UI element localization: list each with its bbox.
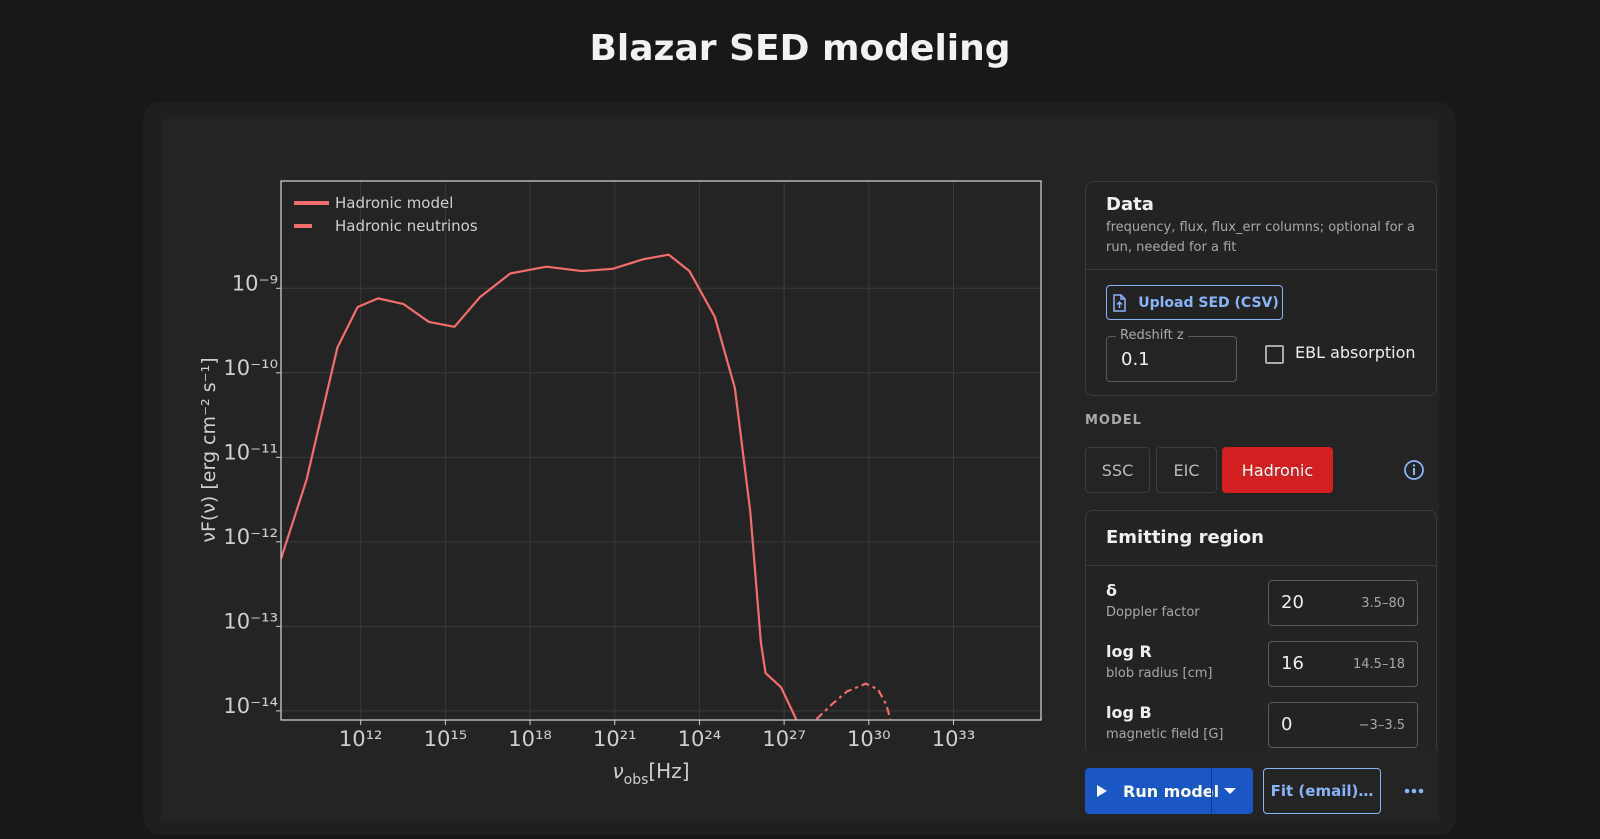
y-axis-label: νF(ν) [erg cm⁻² s⁻¹] [198,357,220,542]
y-tick-label: 10⁻¹³ [223,609,278,633]
upload-label: Upload SED (CSV) [1138,294,1279,311]
x-tick-label: 10¹⁵ [424,727,468,751]
y-tick-label: 10⁻¹¹ [223,440,278,464]
legend-label: Hadronic model [335,194,453,212]
param-description: magnetic field [G] [1106,727,1224,742]
x-tick-label: 10³⁰ [847,727,891,751]
param-range: −3–3.5 [1358,718,1405,733]
data-description: frequency, flux, flux_err columns; optio… [1106,220,1415,255]
upload-button[interactable]: Upload SED (CSV) [1106,285,1283,320]
param-value: 16 [1281,653,1304,674]
x-tick-label: 10²¹ [593,727,637,751]
param-description: blob radius [cm] [1106,666,1213,681]
x-tick-label: 10¹⁸ [508,727,552,751]
series-line [815,682,892,720]
model-tab[interactable]: EIC [1156,447,1217,493]
x-axis-label: νobs[Hz] [612,759,689,788]
param-symbol: log R [1106,642,1152,661]
param-input[interactable]: 0 −3–3.5 [1268,702,1418,748]
y-tick-label: 10⁻⁹ [232,271,278,295]
dropdown-icon[interactable] [1223,786,1237,796]
ebl-label: EBL absorption [1295,343,1416,362]
param-range: 3.5–80 [1361,596,1405,611]
param-description: Doppler factor [1106,605,1200,620]
x-tick-label: 10²⁴ [678,727,722,751]
divider [1211,768,1212,814]
legend-label: Hadronic neutrinos [335,217,478,235]
param-input[interactable]: 16 14.5–18 [1268,641,1418,687]
more-icon[interactable] [1403,783,1425,799]
param-input[interactable]: 20 3.5–80 [1268,580,1418,626]
y-tick-label: 10⁻¹² [223,525,278,549]
ebl-checkbox[interactable] [1265,345,1284,364]
model-label: MODEL [1085,413,1142,428]
plot-area [281,181,1041,720]
page-title: Blazar SED modeling [589,28,1011,69]
y-tick-label: 10⁻¹⁴ [223,694,278,718]
fit-button[interactable]: Fit (email)… [1263,768,1381,814]
data-title: Data [1106,194,1154,215]
divider [1086,565,1436,566]
param-value: 0 [1281,714,1293,735]
param-symbol: δ [1106,581,1117,600]
param-symbol: log B [1106,703,1152,722]
emitting-region-card: Emitting region δ Doppler factor 20 3.5–80 l… [1085,510,1437,750]
divider [1086,269,1436,270]
info-icon[interactable] [1403,459,1425,481]
run-label: Run model [1123,781,1220,801]
x-tick-label: 10³³ [932,727,976,751]
plot-frame [280,180,1042,721]
series-line [281,253,798,720]
redshift-label: Redshift z [1116,328,1188,343]
data-card: Data frequency, flux, flux_err columns; … [1085,181,1437,396]
redshift-input[interactable]: 0.1 [1106,336,1237,382]
chart: νobs[Hz] νF(ν) [erg cm⁻² s⁻¹] 10¹² 10¹⁵ 10… [198,180,1042,788]
x-tick-label: 10¹² [339,727,383,751]
param-range: 14.5–18 [1353,657,1405,672]
y-tick-label: 10⁻¹⁰ [223,356,278,380]
region-title: Emitting region [1106,527,1264,548]
play-icon [1097,785,1107,797]
run-button[interactable]: Run model [1085,768,1253,814]
model-tab[interactable]: Hadronic [1222,447,1333,493]
fit-label: Fit (email)… [1270,782,1374,800]
upload-icon [1113,293,1126,312]
param-value: 20 [1281,592,1304,613]
x-tick-label: 10²⁷ [762,727,806,751]
redshift-value: 0.1 [1121,349,1150,370]
model-tab[interactable]: SSC [1085,447,1150,493]
